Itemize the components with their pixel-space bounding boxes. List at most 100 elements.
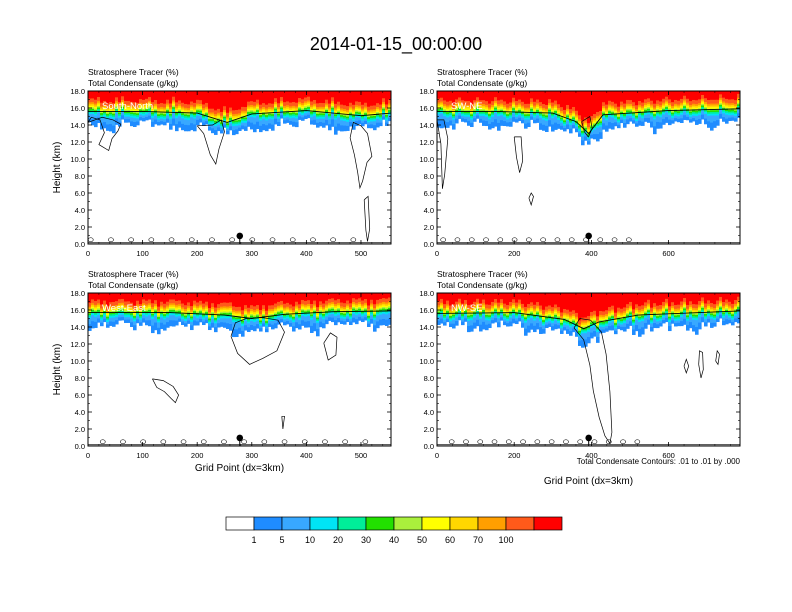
colorbar-swatch — [365, 516, 395, 531]
surface-contour — [520, 439, 526, 445]
surface-contour — [477, 439, 484, 445]
y-tick-label: 16.0 — [419, 104, 434, 113]
surface-contour — [140, 439, 146, 445]
x-tick-label: 400 — [300, 451, 313, 460]
panel-sw-ne: 0.0 2.0 4.0 6.0 8.0 10.0 12.0 14.0 16.0 18.0 0 200 4… — [419, 67, 741, 258]
y-tick-label: 12.0 — [70, 138, 85, 147]
surface-contour — [454, 237, 461, 243]
condensate-contour-4 — [715, 349, 720, 366]
surface-contour — [180, 439, 187, 445]
surface-contour — [620, 439, 626, 445]
surface-contour — [468, 237, 475, 243]
surface-contour — [330, 237, 336, 243]
surface-contour — [188, 237, 195, 243]
x-axis-label: Grid Point (dx=3km) — [544, 476, 633, 487]
condensate-contour-2 — [683, 358, 690, 374]
panel-title-line1: Stratosphere Tracer (%) — [437, 269, 528, 279]
colorbar-label: 1 — [251, 535, 256, 545]
y-tick-label: 6.0 — [75, 189, 85, 198]
surface-contour — [99, 439, 106, 445]
y-tick-label: 16.0 — [70, 306, 85, 315]
colorbar-swatch — [281, 516, 311, 531]
surface-contour — [108, 237, 114, 243]
surface-contour — [463, 439, 469, 445]
condensate-contour-4 — [363, 195, 371, 242]
colorbar-swatch — [477, 516, 507, 531]
y-tick-label: 8.0 — [424, 172, 434, 181]
figure-title: 2014-01-15_00:00:00 — [310, 34, 482, 55]
colorbar-swatch — [533, 516, 563, 531]
y-tick-label: 14.0 — [70, 323, 85, 332]
y-tick-label: 12.0 — [419, 138, 434, 147]
y-tick-label: 18.0 — [419, 289, 434, 298]
surface-contour — [168, 237, 175, 243]
x-tick-label: 200 — [191, 451, 204, 460]
panel-title-line2: Total Condensate (g/kg) — [437, 280, 527, 290]
panel-west-east: 0.0 2.0 4.0 6.0 8.0 10.0 12.0 14.0 16.0 18.0 0 100 2… — [52, 269, 392, 474]
y-tick-label: 18.0 — [419, 87, 434, 96]
x-tick-label: 0 — [86, 451, 90, 460]
surface-contour — [269, 237, 276, 243]
surface-contour — [611, 237, 618, 243]
surface-contour — [209, 237, 215, 243]
y-tick-label: 6.0 — [424, 189, 434, 198]
panel-title-line1: Stratosphere Tracer (%) — [88, 269, 179, 279]
x-tick-label: 100 — [136, 451, 149, 460]
surface-contour — [491, 439, 498, 445]
surface-contour — [548, 439, 555, 445]
y-tick-label: 16.0 — [70, 104, 85, 113]
panel-title-line1: Stratosphere Tracer (%) — [437, 67, 528, 77]
condensate-contour-1 — [573, 318, 613, 445]
y-tick-label: 0.0 — [75, 240, 85, 249]
colorbar-label: 5 — [279, 535, 284, 545]
x-tick-label: 0 — [435, 451, 439, 460]
x-tick-label: 0 — [435, 249, 439, 258]
condensate-contour-2 — [513, 136, 524, 173]
y-tick-label: 10.0 — [419, 155, 434, 164]
surface-contour — [483, 237, 489, 243]
x-tick-label: 100 — [136, 249, 149, 258]
colorbar-swatch — [505, 516, 535, 531]
surface-contour — [626, 237, 632, 243]
colorbar-label: 100 — [498, 535, 513, 545]
colorbar-label: 20 — [333, 535, 343, 545]
y-tick-label: 12.0 — [419, 340, 434, 349]
surface-contour — [350, 237, 357, 243]
condensate-contour-4 — [281, 415, 285, 430]
tropopause-line — [88, 110, 391, 123]
surface-contour — [261, 439, 268, 445]
condensate-contour-4 — [581, 115, 593, 138]
condensate-contour-3 — [349, 121, 373, 190]
y-tick-label: 6.0 — [424, 391, 434, 400]
surface-contour — [310, 237, 316, 243]
colorbar-swatch — [449, 516, 479, 531]
cross-section-label: West-East — [102, 303, 146, 314]
colorbar: 1 5 10 20 30 40 50 60 70 100 — [225, 516, 563, 545]
surface-contour — [160, 439, 167, 445]
cross-section-label: South-North — [102, 101, 153, 112]
colorbar-swatch — [393, 516, 423, 531]
x-tick-label: 600 — [662, 451, 675, 460]
colorbar-swatch — [253, 516, 283, 531]
surface-contour — [448, 439, 455, 445]
colorbar-swatch — [309, 516, 339, 531]
x-tick-label: 300 — [246, 451, 259, 460]
surface-contour — [281, 439, 288, 445]
colorbar-label: 60 — [445, 535, 455, 545]
surface-contour — [322, 439, 328, 445]
panel-nw-se: 0.0 2.0 4.0 6.0 8.0 10.0 12.0 14.0 16.0 18.0 0 200 4… — [419, 269, 741, 487]
y-tick-label: 0.0 — [424, 240, 434, 249]
cross-section-label: NW-SE — [451, 303, 483, 314]
surface-contour — [568, 237, 575, 243]
surface-contour — [554, 237, 561, 243]
surface-contour — [342, 439, 348, 445]
y-axis-label: Height (km) — [52, 344, 63, 396]
y-tick-label: 18.0 — [70, 87, 85, 96]
y-tick-label: 4.0 — [75, 206, 85, 215]
surface-contour — [505, 439, 512, 445]
x-tick-label: 0 — [86, 249, 90, 258]
surface-contour — [362, 439, 369, 445]
panel-south-north: 0.0 2.0 4.0 6.0 8.0 10.0 12.0 14.0 16.0 18.0 0 100 2… — [52, 67, 392, 258]
y-tick-label: 2.0 — [424, 425, 434, 434]
